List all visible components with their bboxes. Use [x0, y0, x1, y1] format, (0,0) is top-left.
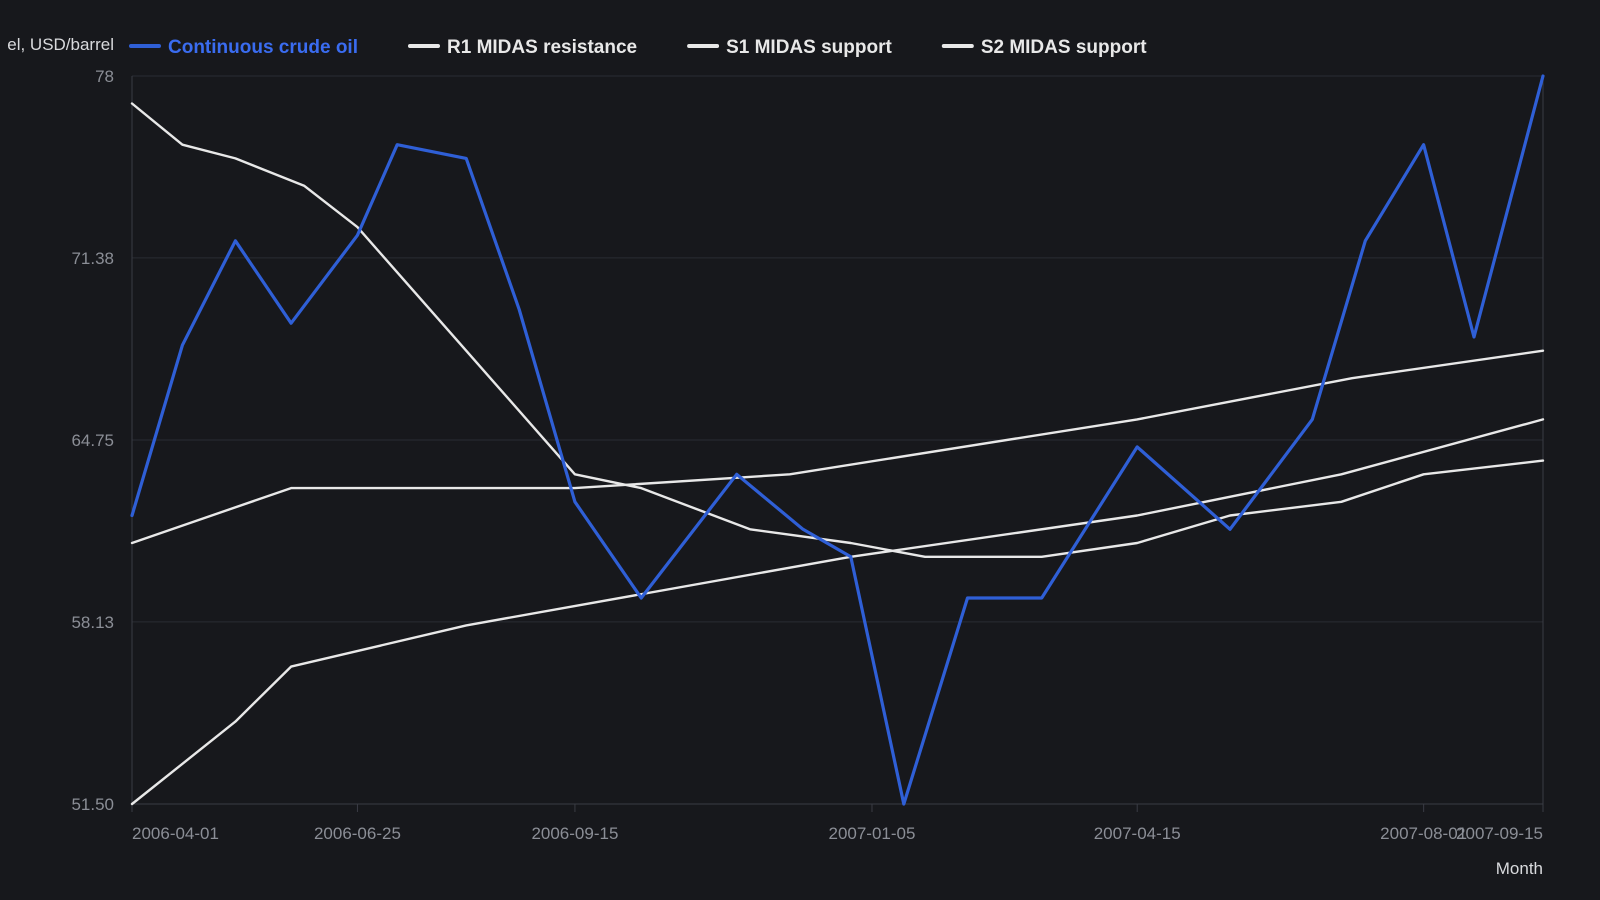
x-tick-label: 2007-01-05: [828, 824, 915, 843]
y-tick-label: 78: [95, 67, 114, 86]
x-tick-label: 2007-08-01: [1380, 824, 1467, 843]
x-tick-label: 2007-04-15: [1094, 824, 1181, 843]
legend-label: Continuous crude oil: [168, 37, 358, 58]
x-axis-title: Month: [1496, 859, 1543, 878]
series-line-s1-midas-support: [130, 349, 1545, 545]
y-tick-label: 64.75: [71, 431, 114, 450]
legend-item-continuous-crude-oil[interactable]: Continuous crude oil: [129, 37, 358, 58]
x-tick-label: 2006-09-15: [531, 824, 618, 843]
x-tick-label: 2007-09-15: [1456, 824, 1543, 843]
legend-item-s1-midas-support[interactable]: S1 MIDAS support: [687, 37, 892, 58]
series-line-s2-midas-support: [130, 418, 1545, 806]
y-tick-label: 58.13: [71, 613, 114, 632]
legend-label: S1 MIDAS support: [726, 37, 892, 58]
x-tick-label: 2006-06-25: [314, 824, 401, 843]
legend: Continuous crude oil R1 MIDAS resistance S…: [129, 37, 1147, 58]
legend-item-s2-midas-support[interactable]: S2 MIDAS support: [941, 37, 1147, 58]
y-axis-title: el, USD/barrel: [7, 35, 114, 54]
series-line-r1-midas-resistance: [130, 102, 1545, 558]
legend-label: S2 MIDAS support: [981, 37, 1147, 58]
x-tick-label: 2006-04-01: [132, 824, 219, 843]
y-tick-label: 51.50: [71, 795, 114, 814]
legend-label: R1 MIDAS resistance: [447, 37, 637, 58]
legend-item-r1-midas-resistance[interactable]: R1 MIDAS resistance: [408, 37, 637, 58]
series-layer: [130, 74, 1545, 806]
y-tick-label: 71.38: [71, 249, 114, 268]
series-line-continuous-crude-oil: [130, 74, 1545, 806]
axis-layer: 51.50 58.13 64.75 71.38 78 2006-04-01 2006-06-…: [71, 67, 1544, 843]
grid-layer: [132, 75, 1543, 805]
